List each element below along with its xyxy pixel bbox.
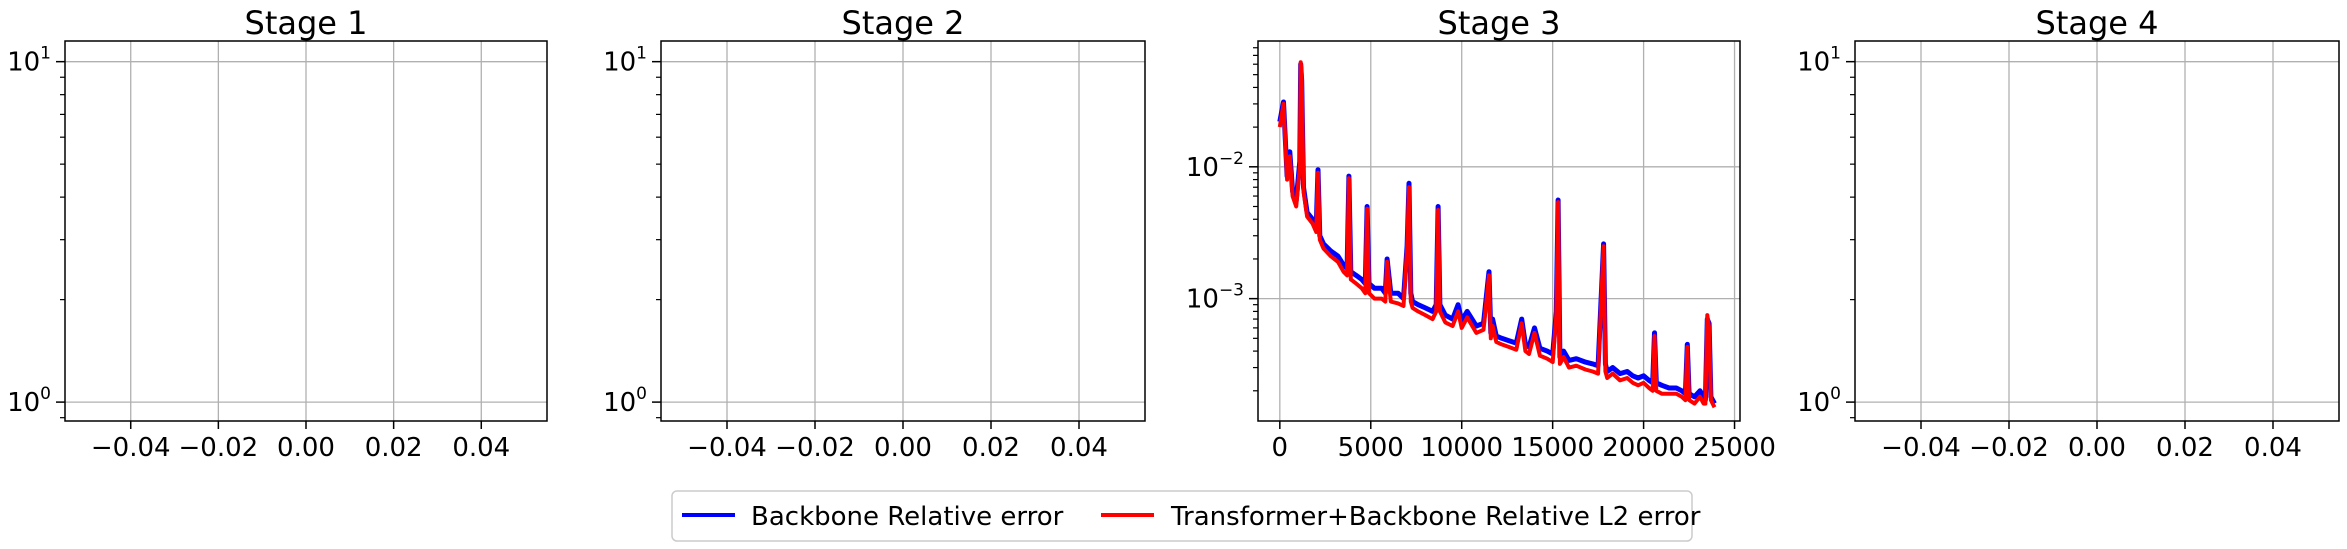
- panel-title: Stage 4: [2036, 4, 2159, 42]
- x-tick-label: −0.02: [1969, 433, 2049, 463]
- series-line-transformer: [1277, 60, 1717, 409]
- x-tick-label: −0.04: [687, 433, 767, 463]
- y-tick-label: 100: [603, 384, 647, 418]
- x-tick-label: 15000: [1511, 433, 1594, 463]
- x-tick-label: 0.00: [2068, 433, 2126, 463]
- x-tick-label: 0.04: [2244, 433, 2302, 463]
- x-tick-label: −0.02: [179, 433, 259, 463]
- x-tick-label: 10000: [1420, 433, 1503, 463]
- x-tick-label: 0.02: [962, 433, 1020, 463]
- y-tick-exponent: 1: [636, 44, 647, 64]
- y-tick-label: 101: [1797, 44, 1841, 78]
- y-tick-exponent: −2: [1219, 149, 1244, 169]
- legend-frame: [671, 490, 1693, 542]
- y-tick-base: 10: [1797, 388, 1830, 418]
- y-tick-exponent: 1: [40, 44, 51, 64]
- series-line-backbone: [1277, 61, 1717, 405]
- legend: Backbone Relative error Transformer+Back…: [671, 490, 1701, 542]
- y-tick-exponent: 0: [636, 384, 647, 404]
- x-tick-label: 0.04: [452, 433, 510, 463]
- y-tick-exponent: 0: [1830, 384, 1841, 404]
- x-tick-label: 20000: [1602, 433, 1685, 463]
- x-tick-label: 0.00: [874, 433, 932, 463]
- legend-label-backbone: Backbone Relative error: [751, 502, 1064, 532]
- y-tick-exponent: 0: [40, 384, 51, 404]
- x-tick-label: 25000: [1693, 433, 1776, 463]
- x-tick-label: 0: [1272, 433, 1289, 463]
- x-tick-label: 0.04: [1050, 433, 1108, 463]
- x-tick-label: −0.04: [1881, 433, 1961, 463]
- y-tick-base: 10: [7, 48, 40, 78]
- x-tick-label: −0.04: [91, 433, 171, 463]
- y-tick-label: 100: [1797, 384, 1841, 418]
- x-tick-label: 0.02: [2156, 433, 2214, 463]
- x-tick-label: −0.02: [775, 433, 855, 463]
- y-tick-exponent: −3: [1219, 281, 1244, 301]
- axes-frame: [1257, 40, 1741, 422]
- y-tick-base: 10: [603, 48, 636, 78]
- panel-title: Stage 3: [1438, 4, 1561, 42]
- y-tick-base: 10: [1186, 153, 1219, 183]
- legend-label-transformer: Transformer+Backbone Relative L2 error: [1170, 502, 1701, 532]
- panel-title: Stage 2: [842, 4, 965, 42]
- x-tick-label: 0.00: [277, 433, 335, 463]
- x-tick-label: 0.02: [365, 433, 423, 463]
- y-tick-label: 101: [603, 44, 647, 78]
- y-tick-base: 10: [7, 388, 40, 418]
- y-tick-label: 10−2: [1186, 149, 1244, 183]
- y-tick-exponent: 1: [1830, 44, 1841, 64]
- x-tick-label: 5000: [1338, 433, 1404, 463]
- panel-title: Stage 1: [245, 4, 368, 42]
- y-tick-base: 10: [1797, 48, 1830, 78]
- y-tick-label: 10−3: [1186, 281, 1244, 315]
- y-tick-base: 10: [603, 388, 636, 418]
- y-tick-base: 10: [1186, 285, 1219, 315]
- y-tick-label: 100: [7, 384, 51, 418]
- y-tick-label: 101: [7, 44, 51, 78]
